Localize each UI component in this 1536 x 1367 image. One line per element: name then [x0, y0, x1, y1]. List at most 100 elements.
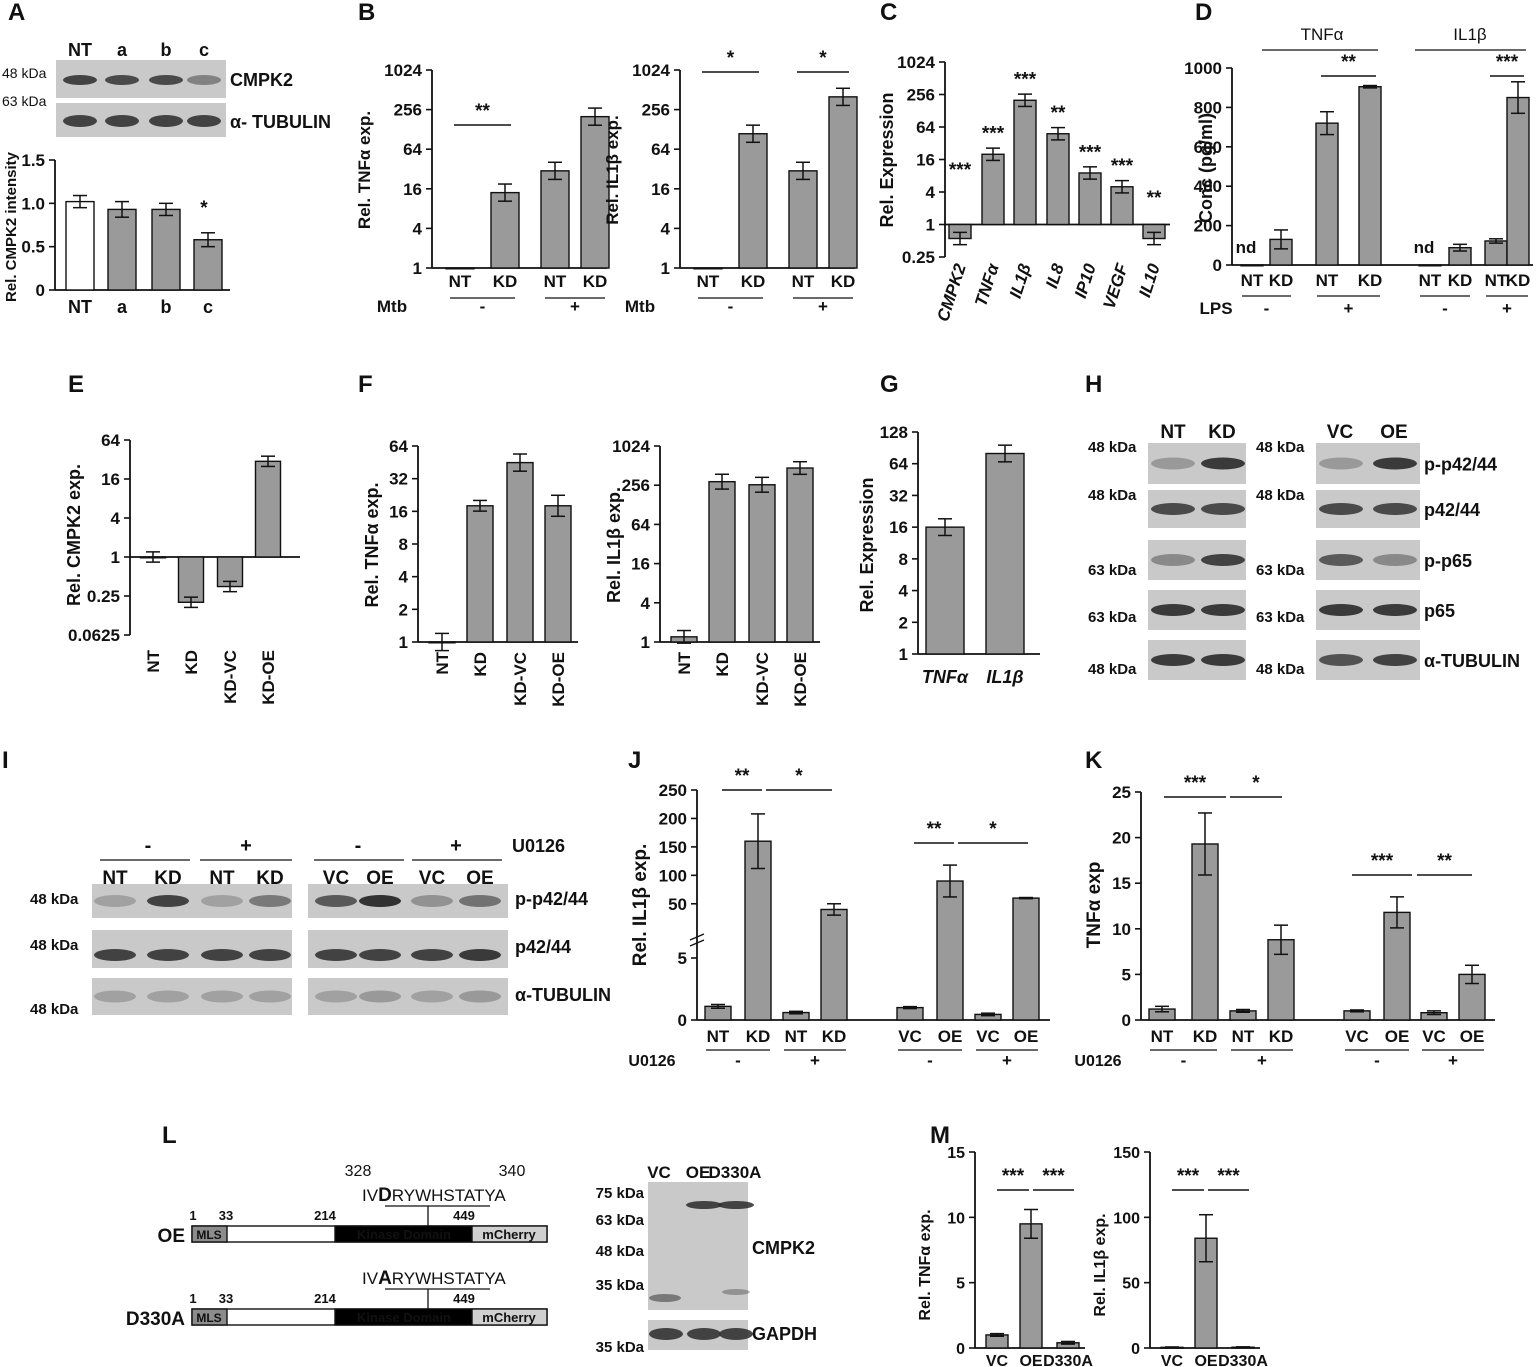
blotH-band: [1151, 457, 1195, 470]
chartD-xlabel: NT: [1485, 271, 1508, 290]
panel-letter-A: A: [8, 0, 25, 26]
chartB2-yticklabel: 4: [661, 219, 671, 238]
diagramL-mut-pos: 1: [189, 1291, 196, 1306]
chartM1-yticklabel: 10: [947, 1210, 965, 1227]
blotH-band: [1151, 503, 1195, 515]
panel-letter-E: E: [68, 371, 84, 398]
chartB1-yticklabel: 256: [394, 101, 422, 120]
blotL-protein: CMPK2: [752, 1238, 815, 1258]
chartK-xlabel: VC: [1422, 1027, 1446, 1046]
chartM1-bar: [1019, 1223, 1043, 1349]
chartA-bar: [151, 208, 181, 291]
chartM2-xlabel: VC: [1161, 1353, 1184, 1367]
diagramL-oe-pos: 214: [314, 1208, 336, 1223]
chartD-yticklabel: 600: [1194, 138, 1222, 157]
chartG-xlabel: IL1β: [986, 667, 1023, 687]
blotI-treatment: U0126: [512, 836, 565, 856]
blotI-band: [411, 949, 453, 961]
chartD-1-bar: [1506, 96, 1530, 266]
chartB2-yticklabel: 64: [651, 140, 670, 159]
blotL-lane: OE: [686, 1163, 711, 1182]
chartG-yticklabel: 128: [880, 423, 908, 442]
chartB2-bar: [693, 267, 723, 270]
diagramL-oe-label: OE: [158, 1226, 185, 1247]
chartD-nd: nd: [1414, 238, 1435, 257]
chartF2-bar: [786, 467, 814, 643]
chartJ-xlabel: NT: [785, 1027, 808, 1046]
chartD-group: -: [1442, 299, 1448, 318]
blotI-sign: -: [145, 835, 152, 857]
chartC-annotation: ***: [1111, 156, 1134, 177]
diagramL-oe-domain: Kinase Domain: [357, 1227, 451, 1242]
blotH-mw: 48 kDa: [1256, 439, 1305, 456]
chartD-yticklabel: 800: [1194, 98, 1222, 117]
blotI-band: [359, 990, 401, 1003]
blotI-band: [94, 990, 136, 1003]
panel-letter-F: F: [358, 371, 373, 398]
chartK-sigtext: ***: [1184, 773, 1207, 794]
chartJ-yticklabel: 5: [678, 949, 687, 968]
blotA-lane: NT: [68, 40, 92, 60]
chartB1-grouplabel: Mtb: [377, 297, 407, 316]
chartJ-bar: [896, 1006, 924, 1021]
diagramL-mut-pos: 33: [219, 1291, 233, 1306]
chartB2-ylabel: Rel. IL1β exp.: [603, 115, 622, 225]
panel-letter-K: K: [1085, 747, 1103, 774]
chartD-yticklabel: 0: [1213, 256, 1222, 275]
blotH-band: [1151, 604, 1195, 616]
blotI-left-strip: [92, 978, 292, 1015]
chartD-nd: nd: [1236, 238, 1257, 257]
blotI-band: [459, 949, 501, 961]
chartC-yticklabel: 256: [907, 86, 935, 105]
chartF1-yticklabel: 64: [389, 437, 408, 456]
blotI-band: [201, 990, 243, 1003]
chartJ-xlabel: OE: [1014, 1027, 1039, 1046]
chartJ-xlabel: VC: [898, 1027, 922, 1046]
diagramL-oe-pos: 33: [219, 1208, 233, 1223]
chartK-group: -: [1374, 1051, 1380, 1070]
chartM2-yticklabel: 150: [1113, 1145, 1140, 1162]
chartE-yticklabel: 64: [101, 431, 120, 450]
chartE-yticklabel: 0.25: [87, 587, 120, 606]
chartK-yticklabel: 25: [1112, 783, 1131, 802]
chartG-yticklabel: 32: [889, 486, 908, 505]
blotI-band: [315, 895, 357, 907]
panel-letter-M: M: [930, 1122, 950, 1149]
blotA-tubulin-band: [105, 115, 139, 127]
chartB1-yticklabel: 1: [413, 259, 422, 278]
diagramL-oe-mls: [191, 1225, 228, 1243]
chartD-1-bar: [1484, 240, 1508, 266]
chartB1-xlabel: NT: [544, 272, 567, 291]
chartM2-yticklabel: 100: [1113, 1210, 1140, 1227]
chartC-yticklabel: 1: [926, 216, 935, 235]
chartB2-sigtext: *: [727, 48, 735, 69]
chartA-xlabel: c: [203, 297, 213, 317]
chartC-yticklabel: 64: [916, 118, 935, 137]
chartB2-group: -: [728, 297, 734, 316]
blotH-band: [1201, 654, 1245, 666]
diagramL-mut-mcherry: [471, 1308, 548, 1326]
chartK-yticklabel: 15: [1112, 874, 1131, 893]
chartB2-yticklabel: 1024: [632, 61, 670, 80]
chartM2-xlabel: OE: [1194, 1353, 1217, 1367]
chartJ-yticklabel: 100: [659, 866, 687, 885]
chartK-xlabel: NT: [1151, 1027, 1174, 1046]
chartG-yticklabel: 4: [899, 582, 909, 601]
blotI-mw: 48 kDa: [30, 1001, 79, 1018]
blotL-band: [649, 1328, 683, 1340]
chartF2-yticklabel: 64: [631, 515, 650, 534]
chartD-group: +: [1502, 299, 1512, 318]
blotH-protein: α-TUBULIN: [1424, 651, 1520, 671]
chartB1-sigtext: **: [475, 101, 490, 122]
chartD-yticklabel: 400: [1194, 177, 1222, 196]
chartG-yticklabel: 2: [899, 613, 908, 632]
chartD-sigtext: ***: [1496, 52, 1519, 73]
blotA-tubulin-band: [149, 115, 183, 127]
blotA-tubulin-band: [187, 115, 221, 127]
chartE-yticklabel: 4: [111, 509, 121, 528]
chartB2-xlabel: NT: [792, 272, 815, 291]
blotI-lane: KD: [256, 868, 283, 889]
chartC-ylabel: Rel. Expression: [877, 92, 897, 227]
chartF2-bar: [708, 480, 736, 643]
